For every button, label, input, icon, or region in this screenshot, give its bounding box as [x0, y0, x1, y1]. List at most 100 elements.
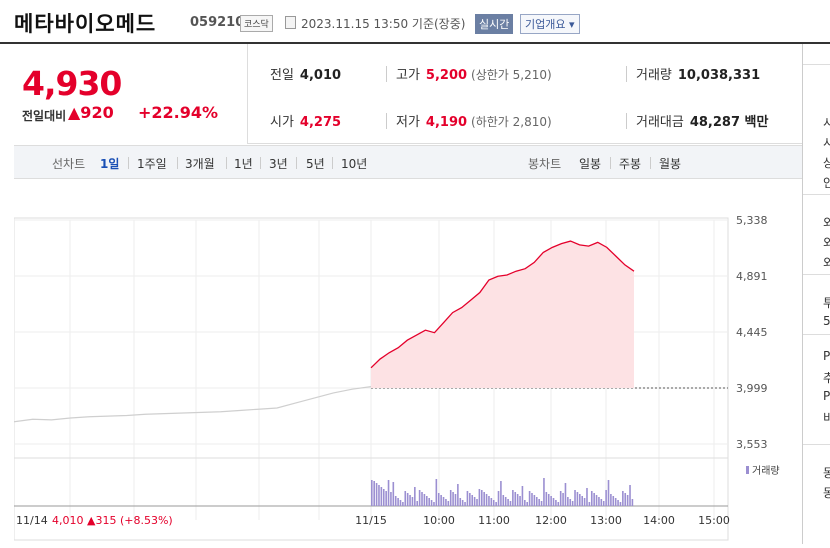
- volume-bar: [418, 490, 421, 506]
- right-panel-item[interactable]: 비: [823, 411, 830, 425]
- period-1w[interactable]: 1주일: [137, 157, 167, 171]
- volume-bar: [433, 502, 435, 506]
- volume-bar: [387, 480, 390, 506]
- divider: [803, 334, 830, 335]
- x-tick-label: 10:00: [423, 514, 455, 527]
- volume-bar: [602, 501, 605, 506]
- volume-bar: [459, 498, 462, 506]
- right-panel-item[interactable]: 동: [823, 466, 830, 480]
- volume-bar: [500, 481, 502, 506]
- x-tick-label: 11:00: [478, 514, 510, 527]
- volume-bar: [464, 502, 466, 506]
- volume-bar: [442, 497, 445, 506]
- volume-bar: [581, 496, 583, 506]
- right-panel-item[interactable]: P: [823, 349, 830, 363]
- prev-day-summary: 4,010 ▲315 (+8.53%): [52, 514, 173, 527]
- right-panel-item[interactable]: P: [823, 389, 830, 403]
- price-chart[interactable]: 5,338 4,891 4,445 3,999 3,553 거래량 11/15 10:00 11…: [13, 180, 802, 544]
- candle-weekly[interactable]: 주봉: [619, 157, 642, 171]
- stock-title[interactable]: 메타바이오메드: [14, 12, 157, 36]
- diff-label: 전일대비: [22, 109, 67, 123]
- company-info-button[interactable]: 기업개요 ▾: [520, 14, 580, 34]
- x-tick-label: 11/15: [355, 514, 387, 527]
- stock-header: 메타바이오메드 059210 코스닥 2023.11.15 13:50 기준(장…: [0, 0, 830, 44]
- divider: [226, 157, 227, 169]
- period-10y[interactable]: 10년: [341, 157, 368, 171]
- volume-bar: [552, 498, 555, 506]
- volume-bar: [514, 492, 517, 506]
- right-panel-item[interactable]: 인: [823, 176, 830, 190]
- volume-bar: [392, 482, 395, 506]
- volume-bar: [629, 485, 631, 506]
- x-tick-label: 12:00: [535, 514, 567, 527]
- volume-bar: [559, 491, 562, 506]
- volume-legend-swatch: [746, 466, 749, 474]
- period-3y[interactable]: 3년: [269, 157, 288, 171]
- candle-daily[interactable]: 일봉: [579, 157, 602, 171]
- volume-bar: [574, 490, 576, 506]
- right-panel-item[interactable]: 5: [823, 314, 830, 328]
- right-panel-item[interactable]: 시: [823, 116, 830, 130]
- volume-bar: [607, 480, 610, 506]
- realtime-button[interactable]: 실시간: [475, 14, 514, 34]
- today-area: [371, 241, 634, 389]
- volume-bar: [576, 492, 579, 506]
- volume-bar: [476, 499, 478, 506]
- volume-bar: [590, 491, 593, 506]
- volume-bar: [435, 479, 438, 506]
- volume-bar: [612, 496, 615, 506]
- volume-bar: [483, 492, 485, 506]
- line-chart-label[interactable]: 선차트: [52, 157, 86, 171]
- volume-bar: [512, 490, 514, 506]
- volume-bar: [449, 490, 452, 506]
- volume-bar: [428, 498, 430, 506]
- y-tick-label: 4,891: [736, 270, 768, 283]
- y-tick-label: 3,553: [736, 438, 768, 451]
- volume-bar: [516, 494, 519, 506]
- candle-monthly[interactable]: 월봉: [659, 157, 682, 171]
- divider: [128, 157, 129, 169]
- y-tick-label: 3,999: [736, 382, 768, 395]
- stat-open: 시가 4,275: [270, 115, 342, 130]
- stat-amount: 거래대금 48,287 백만: [636, 115, 769, 130]
- volume-bar: [507, 499, 509, 506]
- stat-high: 고가 5,200 (상한가 5,210): [396, 68, 552, 83]
- y-tick-label: 5,338: [736, 214, 768, 227]
- price-diff-percent: +22.94%: [138, 103, 219, 122]
- document-icon: [285, 16, 296, 29]
- volume-bar: [425, 496, 428, 506]
- volume-bar: [547, 494, 550, 506]
- volume-bar: [423, 494, 426, 506]
- volume-bar: [614, 498, 617, 506]
- volume-bar: [600, 499, 603, 506]
- volume-bar: [473, 497, 476, 506]
- divider: [260, 157, 261, 169]
- right-panel-item[interactable]: 상: [823, 156, 830, 170]
- period-3m[interactable]: 3개월: [185, 157, 215, 171]
- right-panel-item[interactable]: 외: [823, 216, 830, 230]
- divider: [803, 444, 830, 445]
- period-1y[interactable]: 1년: [234, 157, 253, 171]
- today-series: [370, 240, 635, 369]
- volume-bar: [538, 499, 540, 506]
- candle-chart-label[interactable]: 봉차트: [528, 157, 562, 171]
- period-1d[interactable]: 1일: [100, 157, 120, 171]
- volume-bar: [480, 490, 483, 506]
- volume-bar: [454, 494, 457, 506]
- volume-bar: [531, 493, 533, 506]
- volume-bar: [447, 501, 450, 506]
- volume-bar: [519, 496, 521, 506]
- right-panel-item[interactable]: 시: [823, 136, 830, 150]
- right-panel-item[interactable]: 외: [823, 256, 830, 270]
- volume-bar: [492, 500, 495, 506]
- plot-frame: [13, 217, 729, 541]
- volume-bar: [555, 500, 557, 506]
- right-panel-item[interactable]: 외: [823, 236, 830, 250]
- volume-bar: [564, 483, 567, 506]
- volume-bar: [497, 491, 500, 506]
- right-panel-item[interactable]: 투: [823, 296, 830, 310]
- period-5y[interactable]: 5년: [306, 157, 325, 171]
- right-panel-item[interactable]: 추: [823, 371, 830, 385]
- volume-bar: [562, 493, 564, 506]
- right-panel-item[interactable]: 동: [823, 486, 830, 500]
